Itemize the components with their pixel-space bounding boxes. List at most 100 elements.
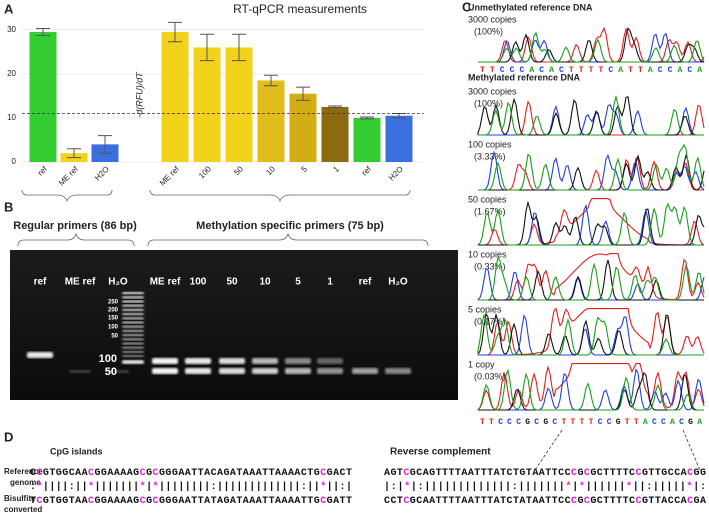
lane-label: 5 xyxy=(295,277,301,288)
gel-band xyxy=(185,358,211,364)
lane-label: 1 xyxy=(327,277,333,288)
trace xyxy=(477,368,704,411)
gel-band xyxy=(122,304,144,307)
bar xyxy=(385,115,413,162)
gel-band xyxy=(122,292,144,295)
gel-band xyxy=(285,368,311,374)
error-bar xyxy=(168,21,182,43)
chromatogram-title: Unmethylated reference DNA xyxy=(468,2,593,12)
sample-copies: 50 copies xyxy=(468,194,507,204)
alignment-label: Reverse complement xyxy=(390,447,491,458)
panel-letter: D xyxy=(4,429,13,444)
gel-band xyxy=(185,368,211,374)
match-sequence: |:|*|:|||||||||||||:|||||||*|*||||||*||:… xyxy=(384,481,706,493)
gel-band xyxy=(69,370,91,373)
gel-band xyxy=(122,313,144,316)
chromatogram-title: Methylated reference DNA xyxy=(468,72,581,82)
alignment-label: CpG islands xyxy=(50,446,103,456)
error-bar xyxy=(200,33,214,62)
lane-label: ref xyxy=(359,277,372,288)
sample-percent: (0.03%) xyxy=(474,371,506,381)
panel-letter: C xyxy=(462,0,472,14)
lane-label: H₂O xyxy=(108,277,128,288)
gel-band xyxy=(252,368,278,374)
sample-copies: 5 copies xyxy=(468,304,502,314)
error-bar xyxy=(328,105,342,109)
trace xyxy=(478,31,705,63)
gel-band xyxy=(122,308,144,311)
bar xyxy=(353,117,381,162)
y-axis-label: -d(RFU)/dT xyxy=(134,71,144,118)
bar xyxy=(161,32,189,162)
x-tick-label: 10 xyxy=(264,164,277,177)
trace xyxy=(478,32,704,63)
reference-sequence: CCGTGGCAACGGAAAAGCGCGGGAATTACAGATAAATTAA… xyxy=(30,468,352,479)
sample-copies: 100 copies xyxy=(468,139,512,149)
error-bar xyxy=(67,148,81,159)
ladder-label: 200 xyxy=(108,308,119,314)
sample-percent: (0.33%) xyxy=(474,261,506,271)
gel-band xyxy=(317,358,343,364)
trace xyxy=(478,253,705,301)
sample-copies: 3000 copies xyxy=(468,86,517,96)
row-label: converted xyxy=(4,505,42,514)
bar xyxy=(257,80,285,162)
y-tick-label: 10 xyxy=(7,113,16,122)
sample-percent: (3.33%) xyxy=(474,151,506,161)
lane-label: ref xyxy=(34,277,47,288)
ladder-label: 150 xyxy=(108,316,119,322)
trace xyxy=(477,314,704,356)
sample-copies: 10 copies xyxy=(468,249,507,259)
panel-letter: A xyxy=(4,1,14,16)
trace xyxy=(478,307,705,356)
panel-letter: B xyxy=(4,199,13,214)
size-marker: 50 xyxy=(105,366,117,378)
error-bar xyxy=(98,135,112,154)
gel-group-label: Methylation specific primers (75 bp) xyxy=(196,220,384,232)
gel-band xyxy=(107,370,129,373)
trace xyxy=(477,202,704,246)
sample-percent: (0.17%) xyxy=(474,316,506,326)
lane-label: 50 xyxy=(226,277,238,288)
bar xyxy=(289,93,317,162)
x-tick-label: 1 xyxy=(331,164,341,174)
row-label: Bisulfite xyxy=(4,494,36,503)
x-tick-label: 50 xyxy=(232,164,245,177)
match-sequence: :*||||:||*|||||||*|*||||||||:|||||||||||… xyxy=(30,481,352,493)
gel-band xyxy=(152,358,178,364)
error-bar xyxy=(296,86,310,101)
reference-sequence: AGTCGCAGTTTTAATTTATCTGTAATTCCCGCGCTTTTCC… xyxy=(384,468,706,479)
ladder-label: 50 xyxy=(111,334,118,340)
bar xyxy=(29,32,57,162)
ladder-label: 250 xyxy=(108,300,119,306)
error-bar xyxy=(36,27,50,37)
lane-label: H₂O xyxy=(388,277,408,288)
sample-percent: (100%) xyxy=(474,98,503,108)
x-tick-label: ref xyxy=(360,164,374,178)
x-tick-label: 100 xyxy=(197,164,213,180)
brace xyxy=(149,189,411,203)
x-tick-label: H2O xyxy=(93,165,111,183)
brace xyxy=(17,232,135,247)
trace xyxy=(478,94,704,136)
trace xyxy=(478,203,704,246)
x-tick-label: ref xyxy=(36,164,50,178)
gel-band xyxy=(152,368,178,374)
sample-copies: 3000 copies xyxy=(468,14,517,24)
lane-label: 10 xyxy=(259,277,271,288)
trace xyxy=(478,255,705,301)
gel-band xyxy=(122,342,144,345)
gel-bands: ref ME ref H₂O ME ref 100 50 10 5 1 ref H₂O2502001… xyxy=(27,277,411,378)
y-tick-label: 30 xyxy=(7,25,16,34)
row-label: Reference xyxy=(4,467,43,476)
gel-band xyxy=(317,368,343,374)
gel-band xyxy=(122,321,144,324)
error-bar xyxy=(264,74,278,87)
gel-band xyxy=(122,325,144,328)
lane-label: ME ref xyxy=(150,277,181,288)
x-tick-label: ME ref xyxy=(57,164,81,188)
gel-band xyxy=(122,355,144,358)
